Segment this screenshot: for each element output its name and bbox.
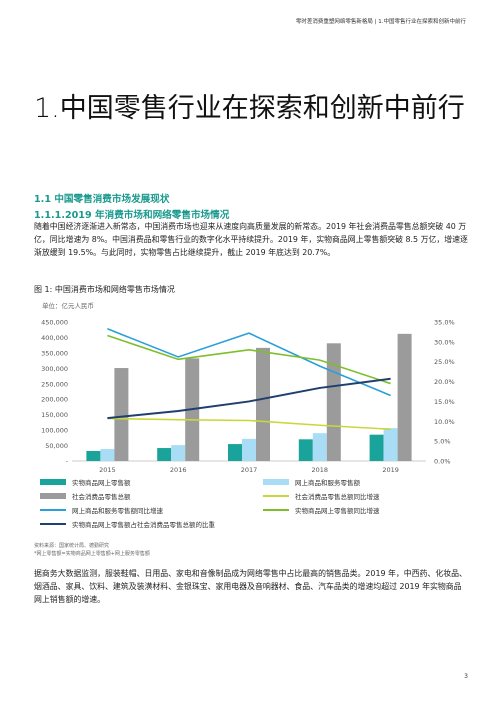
legend-label: 实物商品网上零售额 (72, 479, 131, 487)
series-line (107, 417, 391, 431)
x-tick-label: 2016 (170, 466, 187, 474)
legend-swatch (40, 523, 66, 525)
bar (157, 448, 172, 461)
body-paragraph-1: 随着中国经济逐渐进入新常态，中国消费市场也迎来从速度向高质量发展的新常态。201… (34, 222, 468, 257)
y-tick-label-right: 5.0% (434, 438, 451, 446)
bar (326, 343, 341, 461)
chart-unit-label: 单位：亿元人民币 (42, 302, 94, 310)
source-line: 资料来源：国家统计局、德勤研究 (34, 543, 110, 549)
legend-swatch (40, 479, 66, 485)
figure-title: 图 1: 中国消费市场和网络零售市场情况 (34, 285, 175, 294)
legend-swatch (40, 509, 66, 511)
bar (369, 434, 384, 461)
legend-label: 网上商品和服务零售额 (295, 479, 360, 487)
combo-chart: - 50,000 100,000 150,000 200,000 250,000 300,0… (41, 319, 455, 475)
x-tick-label: 2015 (99, 466, 116, 474)
y-tick-label-left: 350,000 (41, 349, 68, 357)
y-tick-label-right: 20.0% (434, 378, 455, 386)
y-tick-label-left: 250,000 (41, 380, 68, 388)
legend-item: 社会消费品零售总额同比增速 (263, 491, 470, 501)
legend-item: 社会消费品零售总额 (40, 491, 247, 501)
legend-item: 网上商品和服务零售额同比增速 (40, 505, 247, 515)
legend-item: 实物商品网上零售额占社会消费品零售总额的比重 (40, 519, 247, 529)
section-heading: 1.1 中国零售消费市场发展现状 (34, 194, 170, 205)
legend-swatch (263, 479, 289, 485)
y-tick-label-right: 0.0% (434, 458, 451, 466)
x-tick-label: 2017 (241, 466, 258, 474)
source-note: 资料来源：国家统计局、德勤研究 *网上零售额=实物商品网上零售额+网上服务零售额 (34, 542, 150, 558)
y-tick-label-left: 200,000 (41, 396, 68, 404)
page-number: 3 (464, 673, 468, 680)
bar (228, 444, 242, 461)
x-tick-label: 2019 (382, 466, 399, 474)
y-tick-label-left: - (66, 458, 69, 466)
bar (312, 433, 327, 461)
legend-item: 实物商品网上零售额 (40, 477, 247, 487)
legend-label: 社会消费品零售总额 (72, 493, 131, 501)
series-line (107, 377, 391, 420)
y-tick-label-left: 150,000 (41, 411, 68, 419)
y-tick-label-left: 100,000 (41, 427, 68, 435)
legend-label: 网上商品和服务零售额同比增速 (72, 507, 163, 515)
bar (256, 347, 270, 461)
series-line (107, 334, 391, 385)
legend-label: 实物商品网上零售额占社会消费品零售总额的比重 (72, 521, 215, 529)
y-tick-label-left: 450,000 (41, 319, 68, 327)
series-line (107, 328, 391, 397)
legend-item: 网上商品和服务零售额 (263, 477, 470, 487)
legend-swatch (263, 509, 289, 511)
y-tick-label-right: 30.0% (434, 338, 455, 346)
chart-legend: 实物商品网上零售额 网上商品和服务零售额 社会消费品零售总额 社会消费品零售总额… (40, 477, 470, 529)
source-footnote: *网上零售额=实物商品网上零售额+网上服务零售额 (34, 551, 150, 557)
body-paragraph-2: 据商务大数据监测，服装鞋帽、日用品、家电和音像制品成为网络零售中占比最高的销售品… (34, 569, 467, 604)
subsection-heading: 1.1.1.2019 年消费市场和网络零售市场情况 (34, 210, 230, 221)
y-tick-label-right: 25.0% (434, 358, 455, 366)
y-tick-label-left: 400,000 (41, 334, 68, 342)
bar (86, 450, 101, 461)
bar (171, 445, 186, 461)
x-tick-label: 2018 (312, 466, 329, 474)
legend-swatch (263, 495, 289, 497)
y-tick-label-right: 35.0% (434, 319, 455, 327)
bar (397, 333, 412, 461)
bar (242, 438, 256, 461)
legend-swatch (40, 493, 66, 499)
bar (298, 439, 313, 461)
legend-label: 社会消费品零售总额同比增速 (295, 493, 380, 501)
bar (114, 368, 129, 461)
legend-label: 实物商品网上零售额同比增速 (295, 507, 380, 515)
legend-item: 实物商品网上零售额同比增速 (263, 505, 470, 515)
running-header: 零时差消费重塑网络零售新格局 | 1.中国零售行业在探索和创新中前行 (295, 19, 466, 25)
y-tick-label-right: 15.0% (434, 398, 455, 406)
y-tick-label-left: 300,000 (41, 365, 68, 373)
page-title: 1.中国零售行业在探索和创新中前行 (34, 93, 465, 124)
y-tick-label-left: 50,000 (45, 442, 68, 450)
y-tick-label-right: 10.0% (434, 418, 455, 426)
bar (383, 428, 398, 461)
bar (100, 449, 115, 461)
